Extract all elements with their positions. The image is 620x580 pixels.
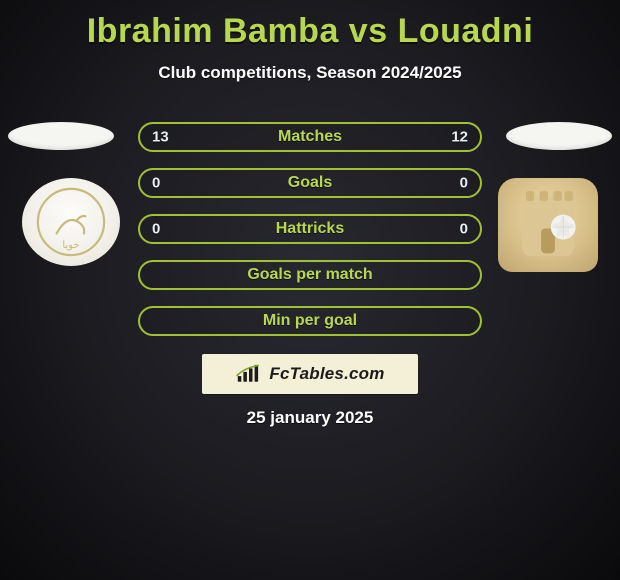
- svg-text:خويا: خويا: [62, 240, 79, 251]
- club-badge-away: [498, 178, 598, 272]
- brand-card: FcTables.com: [202, 354, 418, 394]
- club-badge-home: خويا: [22, 178, 120, 266]
- stat-home-value: 0: [152, 175, 160, 192]
- page-subtitle: Club competitions, Season 2024/2025: [0, 63, 620, 83]
- club-crest-home-icon: خويا: [35, 186, 107, 258]
- stat-label: Hattricks: [276, 220, 344, 238]
- bar-chart-icon: [235, 363, 263, 385]
- stat-away-value: 12: [451, 129, 468, 146]
- stat-row-goals-per-match: Goals per match: [138, 260, 482, 290]
- club-crest-away-icon: [513, 187, 583, 263]
- stat-row-min-per-goal: Min per goal: [138, 306, 482, 336]
- stat-home-value: 13: [152, 129, 169, 146]
- stat-row-matches: 13 Matches 12: [138, 122, 482, 152]
- snapshot-date: 25 january 2025: [0, 408, 620, 428]
- stat-row-hattricks: 0 Hattricks 0: [138, 214, 482, 244]
- player-photo-placeholder-left: [8, 122, 114, 150]
- stat-label: Goals per match: [247, 266, 372, 284]
- player-photo-placeholder-right: [506, 122, 612, 150]
- stat-away-value: 0: [460, 175, 468, 192]
- page-title: Ibrahim Bamba vs Louadni: [0, 0, 620, 51]
- stat-label: Matches: [278, 128, 342, 146]
- brand-label: FcTables.com: [269, 364, 384, 384]
- stat-row-goals: 0 Goals 0: [138, 168, 482, 198]
- stat-away-value: 0: [460, 221, 468, 238]
- stat-home-value: 0: [152, 221, 160, 238]
- stat-label: Min per goal: [263, 312, 357, 330]
- stat-label: Goals: [288, 174, 332, 192]
- stats-table: 13 Matches 12 0 Goals 0 0 Hattricks 0 Go…: [138, 122, 482, 352]
